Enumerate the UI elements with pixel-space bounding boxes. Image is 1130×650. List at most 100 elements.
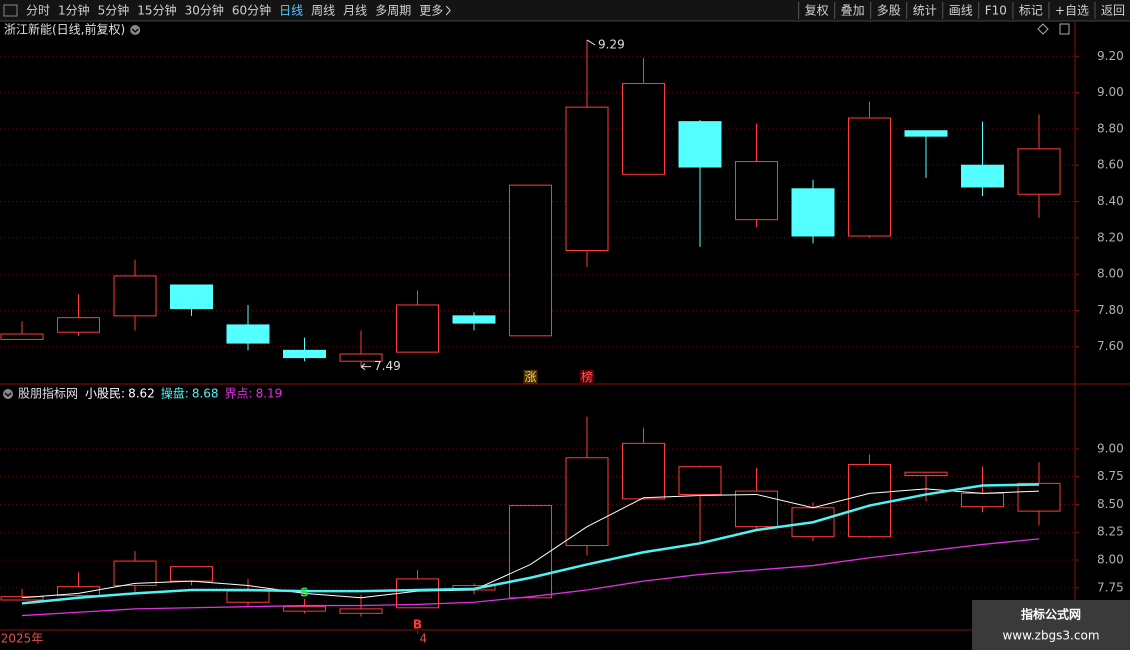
candle-body <box>452 315 496 324</box>
y-tick-label: 7.80 <box>1097 303 1124 317</box>
y-tick-label: 8.60 <box>1097 158 1124 172</box>
signal-label: B <box>413 617 422 631</box>
watermark-title: 指标公式网 <box>1021 607 1081 622</box>
toolbar-item[interactable]: 60分钟 <box>232 3 271 18</box>
collapse-chevron <box>4 392 12 397</box>
candle-body <box>622 83 665 175</box>
toolbar-item[interactable]: 更多 <box>419 4 443 18</box>
toolbar-button[interactable]: 画线 <box>949 4 973 18</box>
candle-body <box>170 284 213 310</box>
high-label: 9.29 <box>598 37 625 51</box>
toolbar-button[interactable]: 返回 <box>1101 4 1125 18</box>
candle-body <box>848 117 891 237</box>
candle-body <box>57 586 100 597</box>
collapse-chevron <box>131 28 139 33</box>
candle-body <box>904 130 948 137</box>
diamond-icon[interactable] <box>1037 23 1049 35</box>
candle-body <box>791 188 835 237</box>
candle-body <box>0 333 44 340</box>
legend-name: 小股民: <box>85 387 125 401</box>
low-pointer <box>360 363 371 371</box>
window-icon[interactable] <box>1059 23 1070 35</box>
candle-body <box>113 275 157 317</box>
candle-body <box>339 353 383 362</box>
toolbar-item[interactable]: 1分钟 <box>58 3 90 18</box>
candle-body <box>396 304 439 353</box>
toolbar-button[interactable]: 叠加 <box>841 4 865 18</box>
y-tick-label: 7.75 <box>1097 580 1124 594</box>
toolbar-button[interactable]: 统计 <box>913 4 937 18</box>
candle-body <box>1017 482 1061 512</box>
marker-label: 涨 <box>524 369 536 384</box>
candle-body <box>283 606 326 612</box>
y-tick-label: 7.60 <box>1097 339 1124 353</box>
candle-body <box>509 184 552 337</box>
toolbar-button[interactable]: F10 <box>985 4 1007 18</box>
toolbar-button[interactable]: 多股 <box>877 4 901 18</box>
toolbar <box>0 0 1130 21</box>
candle-body <box>678 121 722 168</box>
y-tick-label: 8.00 <box>1097 553 1124 567</box>
indicator-line <box>21 483 1040 605</box>
y-tick-label: 9.00 <box>1097 441 1124 455</box>
legend-name: 操盘: <box>161 386 189 401</box>
candle-body <box>622 442 665 500</box>
y-tick-label: 9.00 <box>1097 85 1124 99</box>
candle-body <box>735 490 778 528</box>
legend-value: 8.19 <box>256 387 283 401</box>
collapse-icon[interactable] <box>3 389 13 399</box>
toolbar-item[interactable]: 5分钟 <box>98 3 130 18</box>
y-tick-label: 8.80 <box>1097 121 1124 135</box>
watermark-box <box>972 600 1130 650</box>
y-tick-label: 8.00 <box>1097 267 1124 281</box>
low-label: 7.49 <box>374 359 401 373</box>
candle-body <box>283 349 326 359</box>
y-tick-label: 8.25 <box>1097 525 1124 539</box>
y-tick-label: 9.20 <box>1097 49 1124 63</box>
toolbar-item[interactable]: 周线 <box>311 4 335 18</box>
toolbar-item[interactable]: 15分钟 <box>137 3 176 18</box>
collapse-icon[interactable] <box>130 25 141 35</box>
candle-body <box>170 566 213 582</box>
toolbar-item[interactable]: 日线 <box>279 4 303 18</box>
candle-body <box>226 324 270 344</box>
candle-body <box>57 317 100 333</box>
y-tick-label: 8.20 <box>1097 230 1124 244</box>
y-tick-label: 8.75 <box>1097 469 1124 483</box>
candle-body <box>113 560 157 587</box>
x-tick-label: 2025年 <box>1 632 44 646</box>
indicator-title: 股朋指标网 <box>18 386 78 401</box>
candle-body <box>961 164 1004 188</box>
indicator-line <box>21 538 1040 617</box>
marker-label: 榜 <box>581 369 593 384</box>
marker-box <box>523 370 538 384</box>
candle-body <box>226 590 270 603</box>
toolbar-button[interactable]: 标记 <box>1019 4 1043 18</box>
candle-body <box>396 578 439 609</box>
y-tick-label: 8.50 <box>1097 497 1124 511</box>
chart-title: 浙江新能(日线,前复权) <box>4 22 125 37</box>
candle-body <box>565 106 609 252</box>
toolbar-item[interactable]: 30分钟 <box>185 3 224 18</box>
legend-value: 8.62 <box>128 387 155 401</box>
toolbar-item[interactable]: 多周期 <box>375 4 411 18</box>
toolbar-item[interactable]: 月线 <box>343 4 367 18</box>
watermark-url: www.zbgs3.com <box>1002 629 1099 643</box>
candle-body <box>1017 148 1061 195</box>
candle-body <box>509 505 552 599</box>
candle-body <box>961 492 1004 508</box>
toolbar-item[interactable]: 分时 <box>26 4 50 18</box>
marker-box <box>580 370 594 384</box>
candle-body <box>904 471 948 477</box>
indicator-line <box>21 488 1040 599</box>
y-tick-label: 8.40 <box>1097 194 1124 208</box>
toolbar-button[interactable]: +自选 <box>1055 4 1089 18</box>
toolbar-button[interactable]: 复权 <box>805 4 829 18</box>
more-chevron[interactable] <box>445 5 451 16</box>
candle-body <box>678 466 722 495</box>
menu-icon[interactable] <box>3 4 18 17</box>
legend-value: 8.68 <box>192 387 219 401</box>
